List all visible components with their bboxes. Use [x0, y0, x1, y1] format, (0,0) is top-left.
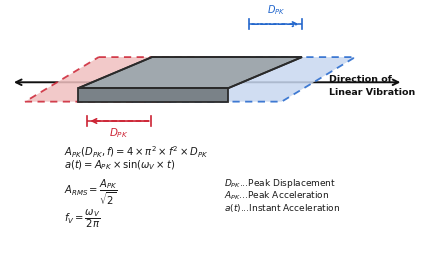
Polygon shape: [25, 57, 248, 102]
Text: $A_{PK}(D_{PK},f) = 4 \times \pi^2 \times f^2 \times D_{PK}$: $A_{PK}(D_{PK},f) = 4 \times \pi^2 \time…: [64, 144, 208, 160]
Polygon shape: [78, 88, 228, 102]
Text: $a(t) = A_{PK} \times \sin(\omega_V \times t)$: $a(t) = A_{PK} \times \sin(\omega_V \tim…: [64, 159, 175, 172]
Text: $f_V = \dfrac{\omega_V}{2\pi}$: $f_V = \dfrac{\omega_V}{2\pi}$: [64, 207, 101, 230]
Text: $D_{PK}$: $D_{PK}$: [266, 4, 284, 17]
Text: $D_{PK}$...Peak Displacement: $D_{PK}$...Peak Displacement: [224, 177, 335, 190]
Polygon shape: [78, 57, 301, 88]
Text: $a(t)$...Instant Acceleration: $a(t)$...Instant Acceleration: [224, 202, 339, 214]
Text: $A_{PK}$...Peak Acceleration: $A_{PK}$...Peak Acceleration: [224, 190, 329, 202]
Polygon shape: [132, 57, 355, 102]
Text: Direction of
Linear Vibration: Direction of Linear Vibration: [328, 75, 414, 97]
Text: $D_{PK}$: $D_{PK}$: [109, 126, 128, 140]
Text: $A_{RMS} = \dfrac{A_{PK}}{\sqrt{2}}$: $A_{RMS} = \dfrac{A_{PK}}{\sqrt{2}}$: [64, 177, 118, 207]
